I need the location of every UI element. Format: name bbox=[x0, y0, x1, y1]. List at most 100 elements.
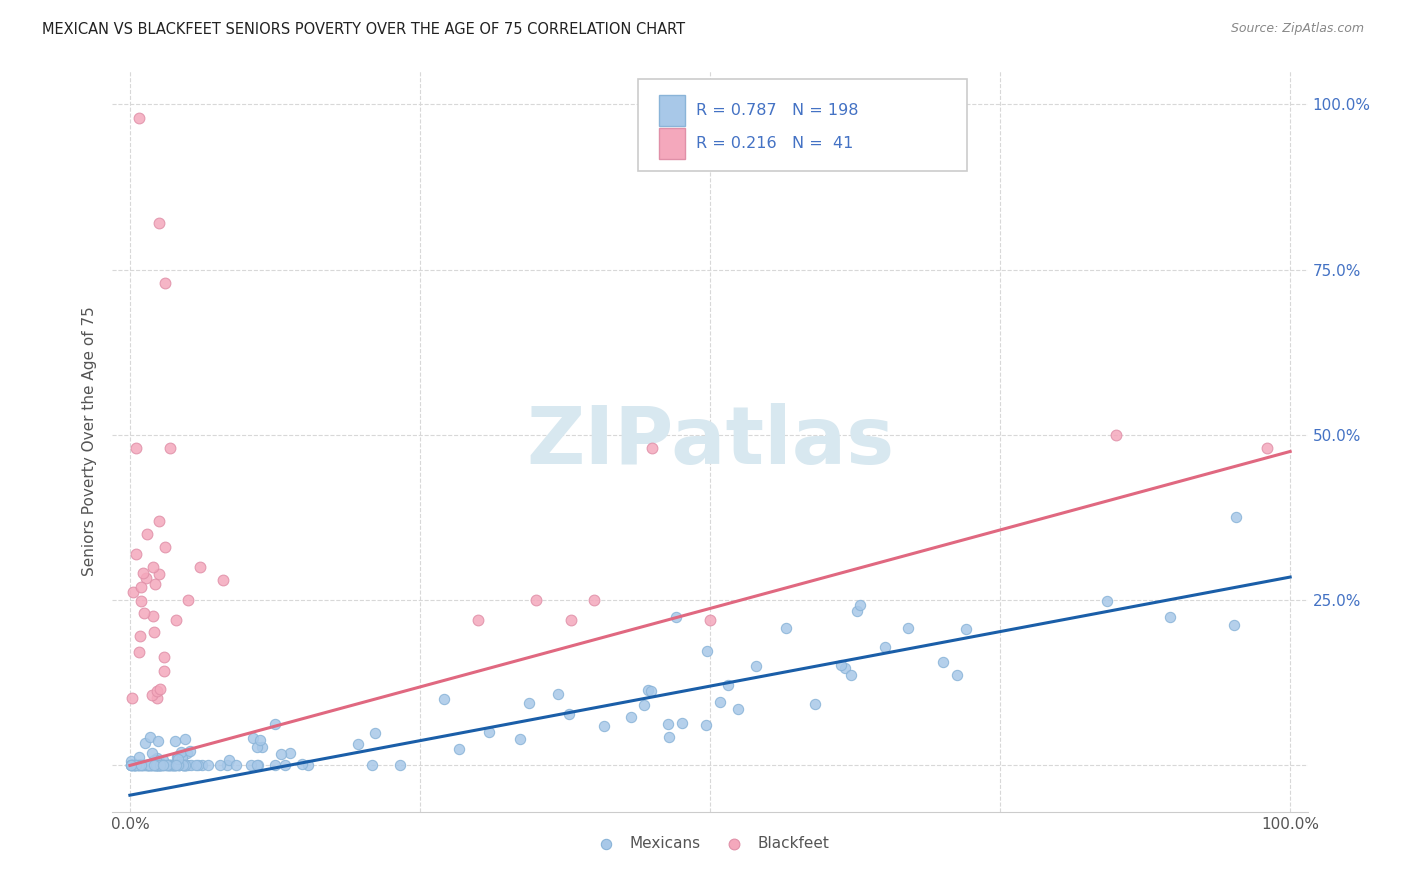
Point bbox=[162, 758, 184, 772]
Point bbox=[1160, 609, 1182, 624]
Point bbox=[157, 758, 180, 772]
Point bbox=[478, 724, 501, 739]
Point bbox=[179, 744, 201, 758]
Point bbox=[172, 758, 194, 772]
Point bbox=[242, 731, 264, 745]
Point bbox=[120, 758, 142, 772]
Point bbox=[873, 640, 896, 654]
Point bbox=[517, 696, 540, 710]
Point bbox=[246, 739, 269, 754]
Point bbox=[558, 707, 581, 722]
Point bbox=[152, 664, 174, 678]
Point bbox=[165, 734, 187, 748]
Point bbox=[157, 758, 180, 772]
Point bbox=[142, 758, 165, 772]
Point bbox=[153, 758, 176, 772]
Point bbox=[658, 731, 681, 745]
Text: ZIPatlas: ZIPatlas bbox=[526, 402, 894, 481]
Point bbox=[138, 758, 160, 772]
Point bbox=[125, 547, 148, 561]
Point bbox=[143, 758, 166, 772]
Point bbox=[156, 758, 179, 772]
Point bbox=[128, 629, 150, 643]
Point bbox=[176, 746, 198, 760]
Point bbox=[163, 758, 186, 772]
Point bbox=[160, 758, 183, 772]
Point bbox=[165, 758, 187, 772]
Point bbox=[157, 758, 180, 772]
Point bbox=[177, 758, 200, 772]
Point bbox=[167, 752, 190, 766]
Point bbox=[141, 688, 163, 702]
Point bbox=[174, 758, 197, 772]
Point bbox=[124, 758, 146, 772]
Point bbox=[143, 758, 166, 772]
Point bbox=[124, 758, 146, 772]
Point bbox=[166, 750, 188, 764]
Point bbox=[122, 585, 145, 599]
Point bbox=[217, 758, 239, 772]
Point bbox=[278, 746, 301, 760]
Y-axis label: Seniors Poverty Over the Age of 75: Seniors Poverty Over the Age of 75 bbox=[82, 307, 97, 576]
Point bbox=[361, 758, 384, 772]
Point bbox=[1095, 594, 1118, 608]
Point bbox=[696, 644, 718, 658]
Point bbox=[163, 758, 186, 772]
Point bbox=[143, 577, 166, 591]
Point bbox=[131, 758, 153, 772]
Point bbox=[132, 758, 155, 772]
Point bbox=[524, 593, 547, 607]
Point bbox=[447, 742, 470, 756]
Point bbox=[128, 111, 150, 125]
Point bbox=[132, 566, 155, 580]
Point bbox=[170, 745, 193, 759]
Point bbox=[149, 758, 172, 772]
Text: Source: ZipAtlas.com: Source: ZipAtlas.com bbox=[1230, 22, 1364, 36]
Point bbox=[191, 758, 214, 772]
Point bbox=[620, 710, 643, 724]
Point bbox=[141, 758, 163, 772]
Point bbox=[148, 514, 170, 528]
Point bbox=[1222, 618, 1244, 632]
Point bbox=[180, 758, 202, 772]
Point bbox=[150, 758, 173, 772]
Point bbox=[127, 758, 149, 772]
Point bbox=[197, 758, 219, 772]
FancyBboxPatch shape bbox=[658, 95, 685, 126]
Text: R = 0.787   N = 198: R = 0.787 N = 198 bbox=[696, 103, 858, 118]
Point bbox=[134, 758, 156, 772]
Point bbox=[249, 732, 271, 747]
Point bbox=[153, 541, 176, 555]
Point bbox=[945, 668, 967, 682]
Point bbox=[640, 684, 662, 698]
Point bbox=[149, 758, 172, 772]
Point bbox=[709, 695, 731, 709]
Point bbox=[225, 758, 247, 772]
Point bbox=[174, 758, 197, 772]
Point bbox=[145, 758, 167, 772]
Point bbox=[129, 758, 152, 772]
Point bbox=[149, 758, 172, 772]
Point bbox=[150, 758, 173, 772]
Point bbox=[134, 736, 156, 750]
Point bbox=[641, 441, 664, 455]
Point bbox=[388, 758, 411, 772]
Point bbox=[165, 613, 187, 627]
Point bbox=[142, 758, 165, 772]
Point bbox=[160, 758, 183, 772]
Point bbox=[1105, 428, 1128, 442]
Point bbox=[297, 758, 319, 772]
Point bbox=[172, 758, 194, 772]
Point bbox=[834, 660, 856, 674]
Point bbox=[125, 758, 148, 772]
Point bbox=[148, 566, 170, 581]
Point bbox=[187, 758, 209, 772]
Point bbox=[148, 758, 170, 772]
Point bbox=[347, 737, 370, 751]
Point bbox=[270, 747, 292, 761]
Point bbox=[188, 560, 211, 574]
Point bbox=[803, 698, 825, 712]
Point bbox=[218, 753, 240, 767]
Point bbox=[124, 758, 146, 772]
Point bbox=[1225, 510, 1247, 524]
